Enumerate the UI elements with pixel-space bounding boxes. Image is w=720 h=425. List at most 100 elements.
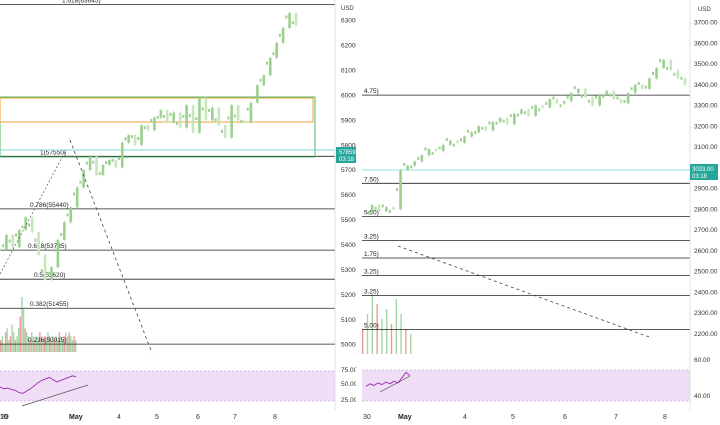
price-candle: [272, 52, 275, 56]
price-candle: [268, 57, 272, 76]
price-candle: [221, 129, 223, 133]
price-candle: [82, 170, 85, 188]
price-candle: [88, 156, 92, 171]
volume-bar: [30, 332, 33, 352]
price-tick-label: 56000: [341, 192, 359, 199]
time-tick-label: 6: [563, 414, 567, 421]
price-tick-label: 2400.00: [694, 289, 718, 296]
price-candle: [605, 90, 609, 96]
price-candle: [612, 90, 616, 100]
price-candle: [285, 15, 288, 19]
volume-bar: [366, 314, 369, 354]
price-candle: [588, 99, 590, 103]
fib-level-label: 4.75): [364, 88, 379, 95]
price-candle: [253, 95, 256, 99]
price-tick-label: 3300.00: [694, 103, 718, 110]
price-candle: [505, 117, 509, 125]
volume-bar: [17, 328, 20, 352]
price-tick-label: 63000: [341, 18, 359, 25]
price-candle: [47, 271, 50, 275]
price-candle: [40, 269, 43, 273]
volume-bar: [65, 332, 67, 352]
price-candle: [214, 118, 217, 122]
fib-level-label: 0.5(52620): [34, 272, 65, 279]
volume-bar: [37, 340, 39, 352]
price-candle: [552, 96, 555, 100]
price-candle: [463, 136, 466, 143]
volume-bar: [26, 332, 28, 352]
volume-bar: [57, 340, 59, 352]
price-candle: [449, 140, 452, 145]
price-candle: [569, 93, 573, 102]
price-candle: [11, 234, 15, 248]
left-time-axis[interactable]: 29 May 4 5 6 7 8 10: [0, 414, 277, 421]
price-candle: [37, 232, 40, 255]
price-candle: [548, 99, 552, 108]
price-candle: [438, 146, 441, 150]
price-candle: [201, 107, 204, 111]
price-candle: [399, 169, 402, 210]
right-time-axis[interactable]: 30 May 4 5 6 7 8 10: [0, 414, 667, 421]
price-candle: [413, 161, 417, 166]
price-tick-label: 2600.00: [694, 248, 718, 255]
volume-bar: [68, 332, 70, 352]
price-candle: [598, 95, 601, 106]
left-chart-panel[interactable]: 1.618(63645) 1(57550) 0.786(55440) 0.618(53…: [0, 0, 359, 421]
price-candle: [367, 211, 370, 215]
price-candle: [633, 84, 637, 94]
volume-bar: [362, 329, 364, 354]
rsi-tick-label: 60.00: [694, 357, 711, 364]
price-candle: [467, 129, 470, 133]
price-candle: [24, 217, 28, 230]
price-candle: [185, 105, 188, 128]
price-tick-label: 3200.00: [694, 123, 718, 130]
price-candle: [406, 165, 409, 170]
price-candle: [363, 213, 367, 215]
left-price-axis[interactable]: 63000 62000 61000 60000 59000 58000 57000 56000…: [341, 18, 359, 349]
price-tick-label: 52000: [341, 292, 359, 299]
price-candle: [562, 101, 566, 104]
price-candle: [230, 105, 233, 138]
price-candle: [0, 249, 2, 251]
rsi-tick-label: 40.00: [694, 393, 711, 400]
price-candle: [531, 105, 534, 109]
time-tick-label: 29: [1, 414, 9, 421]
price-candle: [641, 84, 644, 89]
price-candle: [5, 234, 8, 250]
volume-bar: [381, 319, 383, 354]
price-candle: [676, 70, 680, 79]
left-green-range-box: [0, 96, 316, 158]
price-tick-label: 61000: [341, 68, 359, 75]
fib-level-label: 3.25): [364, 233, 379, 240]
fib-level-label: 1.75): [364, 251, 379, 258]
price-candle: [655, 68, 658, 79]
price-candle: [424, 147, 427, 151]
panel-divider[interactable]: [356, 0, 362, 425]
price-candle: [163, 114, 166, 118]
price-tick-label: 3500.00: [694, 61, 718, 68]
price-candle: [441, 144, 445, 152]
left-currency-label: USD: [341, 6, 354, 12]
price-candle: [50, 267, 53, 280]
price-candle: [370, 205, 374, 214]
price-candle: [198, 97, 201, 133]
price-candle: [63, 222, 66, 240]
fib-level-label: 3.25): [364, 269, 379, 276]
volume-bar: [24, 328, 26, 352]
right-rsi-band: [362, 370, 690, 401]
price-tick-label: 62000: [341, 43, 359, 50]
price-candle: [524, 111, 526, 115]
price-candle: [541, 105, 545, 108]
right-rsi-trend-line: [379, 375, 411, 393]
price-candle: [609, 93, 612, 97]
price-candle: [680, 76, 683, 80]
price-candle: [211, 107, 214, 121]
price-candle: [666, 66, 669, 70]
price-candle: [288, 12, 291, 28]
volume-bar: [34, 340, 36, 352]
left-last-price-time: 03:18: [339, 157, 355, 163]
price-candle: [577, 88, 580, 94]
price-candle: [217, 107, 221, 126]
right-last-price-time: 03:18: [692, 174, 708, 180]
